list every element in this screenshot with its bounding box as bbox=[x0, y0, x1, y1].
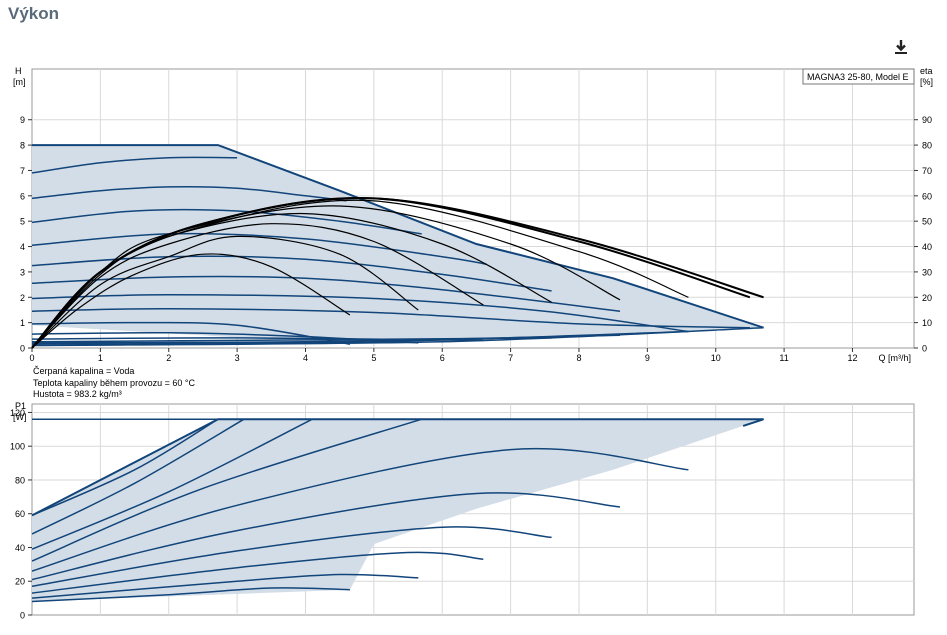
tick-label-x: 2 bbox=[166, 353, 171, 363]
performance-curve-6 bbox=[31, 492, 621, 581]
tick-label-left: 0 bbox=[20, 611, 25, 621]
performance-curve-8 bbox=[31, 551, 484, 594]
ylabel-left-symbol: H bbox=[15, 66, 22, 76]
note-temperature: Teplota kapaliny během provozu = 60 °C bbox=[33, 378, 195, 388]
ylabel-left-unit: [W] bbox=[13, 412, 27, 422]
performance-curve-9 bbox=[31, 573, 419, 599]
performance-curve-2 bbox=[31, 185, 347, 202]
performance-curve-2 bbox=[31, 418, 245, 535]
efficiency-curve-1 bbox=[31, 253, 351, 349]
tick-label-left: 9 bbox=[20, 115, 25, 125]
tick-label-left: 80 bbox=[15, 475, 25, 485]
tick-label-x: 3 bbox=[235, 353, 240, 363]
tick-label-right: 30 bbox=[922, 267, 932, 277]
page-title: Výkon bbox=[8, 4, 60, 23]
operating-envelope bbox=[32, 419, 764, 602]
performance-curve-1 bbox=[31, 418, 219, 517]
tick-label-left: 60 bbox=[15, 509, 25, 519]
tick-label-x: 9 bbox=[645, 353, 650, 363]
tick-label-x: 12 bbox=[847, 353, 857, 363]
tick-label-right: 80 bbox=[922, 141, 932, 151]
tick-label-left: 7 bbox=[20, 166, 25, 176]
performance-curve-3 bbox=[31, 418, 313, 550]
tick-label-left: 120 bbox=[10, 408, 25, 418]
tick-label-right: 60 bbox=[922, 191, 932, 201]
tick-label-left: 100 bbox=[10, 442, 25, 452]
performance-curve-3 bbox=[31, 208, 422, 235]
tick-label-left: 0 bbox=[20, 344, 25, 354]
max-curve bbox=[32, 144, 764, 329]
tick-label-left: 1 bbox=[20, 318, 25, 328]
tick-label-x: 10 bbox=[711, 353, 721, 363]
efficiency-curve-8 bbox=[31, 197, 751, 349]
tick-label-x: 1 bbox=[98, 353, 103, 363]
performance-curve-15 bbox=[31, 326, 764, 347]
performance-curve-7 bbox=[31, 293, 689, 333]
ylabel-right-symbol: eta bbox=[920, 66, 933, 76]
tick-label-left: 8 bbox=[20, 141, 25, 151]
ylabel-right-unit: [%] bbox=[920, 77, 933, 87]
tick-label-left: 20 bbox=[15, 577, 25, 587]
tick-label-right: 20 bbox=[922, 293, 932, 303]
fluid-notes: Čerpaná kapalina = Voda Teplota kapaliny… bbox=[33, 366, 195, 399]
tick-label-left: 2 bbox=[20, 293, 25, 303]
performance-curve-4 bbox=[31, 418, 422, 562]
model-label-box bbox=[802, 68, 915, 85]
max-curve bbox=[31, 418, 764, 517]
tick-label-left: 3 bbox=[20, 267, 25, 277]
tick-label-x: 11 bbox=[779, 353, 788, 363]
tick-label-right: 10 bbox=[922, 318, 932, 328]
performance-curve-10 bbox=[31, 587, 350, 603]
tick-label-x: 8 bbox=[576, 353, 581, 363]
tick-label-x: 7 bbox=[508, 353, 513, 363]
performance-curve-8 bbox=[31, 307, 750, 329]
note-density: Hustota = 983.2 kg/m³ bbox=[33, 389, 122, 399]
xlabel: Q [m³/h] bbox=[878, 353, 911, 363]
efficiency-curve-2 bbox=[31, 235, 419, 349]
ylabel-left-unit: [m] bbox=[13, 77, 26, 87]
performance-curve-14 bbox=[31, 330, 689, 345]
efficiency-curve-4 bbox=[31, 212, 552, 349]
performance-curve-5 bbox=[31, 447, 689, 572]
tick-label-left: 6 bbox=[20, 191, 25, 201]
performance-curve-1 bbox=[31, 156, 238, 174]
tick-label-x: 0 bbox=[29, 353, 34, 363]
ylabel-left-symbol: P1 bbox=[15, 401, 26, 411]
efficiency-curve-3 bbox=[31, 223, 484, 349]
tick-label-left: 5 bbox=[20, 217, 25, 227]
tick-label-x: 5 bbox=[371, 353, 376, 363]
tick-label-right: 50 bbox=[922, 217, 932, 227]
tick-label-right: 0 bbox=[922, 344, 927, 354]
performance-curve-7 bbox=[31, 526, 552, 588]
tick-label-left: 4 bbox=[20, 242, 25, 252]
download-icon[interactable] bbox=[892, 38, 910, 56]
tick-label-right: 40 bbox=[922, 242, 932, 252]
tick-label-x: 6 bbox=[440, 353, 445, 363]
tick-label-right: 70 bbox=[922, 166, 932, 176]
tick-label-x: 4 bbox=[303, 353, 308, 363]
performance-curve-4 bbox=[31, 232, 487, 266]
model-label: MAGNA3 25-80, Model E bbox=[807, 72, 909, 82]
note-fluid: Čerpaná kapalina = Voda bbox=[33, 366, 134, 376]
tick-label-right: 90 bbox=[922, 115, 932, 125]
tick-label-left: 40 bbox=[15, 543, 25, 553]
head-chart: 0102030405060708090eta[%]0123456789H[m]0… bbox=[13, 66, 933, 363]
performance-curve-9 bbox=[31, 321, 351, 345]
